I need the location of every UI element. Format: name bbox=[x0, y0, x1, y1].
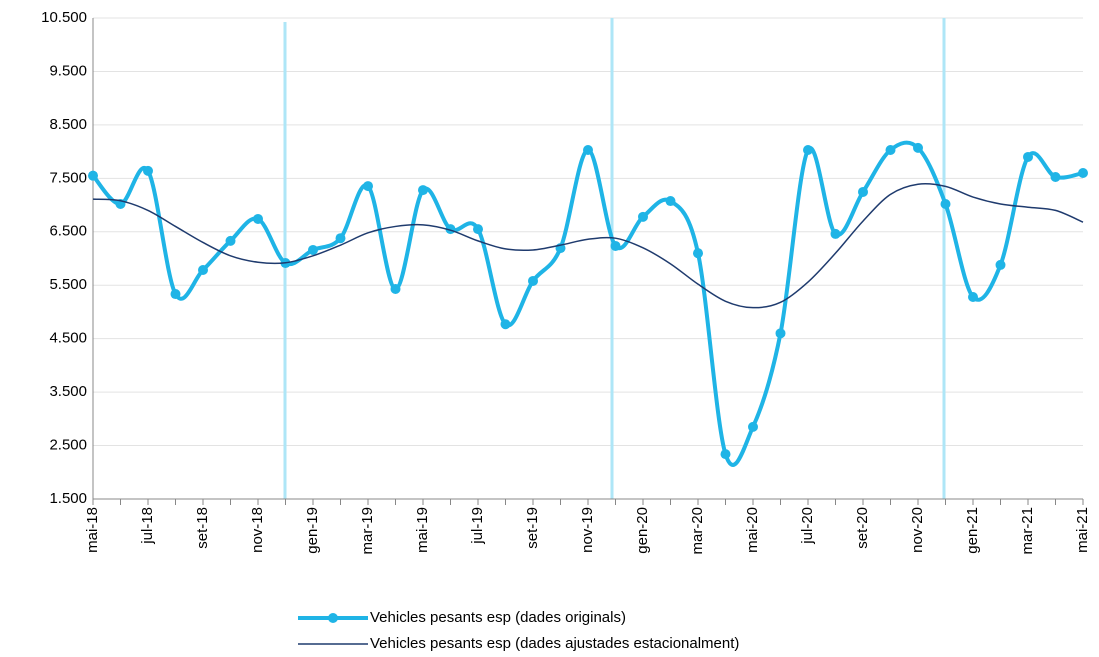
data-point bbox=[665, 196, 676, 207]
data-point bbox=[198, 264, 208, 275]
data-point bbox=[253, 213, 263, 224]
x-tick-label: nov-19 bbox=[579, 507, 596, 553]
data-point bbox=[473, 224, 483, 235]
series-line bbox=[92, 182, 1084, 309]
x-tick-label: jul-18 bbox=[139, 507, 156, 545]
x-tick-label: mai-18 bbox=[84, 507, 101, 553]
data-point bbox=[720, 449, 731, 460]
x-tick-label: gen-20 bbox=[634, 507, 651, 554]
x-tick-label: mar-19 bbox=[359, 507, 376, 555]
x-tick-label: mar-21 bbox=[1019, 507, 1036, 555]
data-point bbox=[1023, 151, 1033, 162]
data-point bbox=[968, 291, 978, 302]
x-tick-label: set-18 bbox=[194, 507, 211, 549]
data-point bbox=[913, 142, 923, 153]
data-point bbox=[830, 228, 841, 239]
data-point bbox=[775, 328, 786, 339]
x-tick-label: nov-18 bbox=[249, 507, 266, 553]
data-point bbox=[528, 275, 538, 286]
y-tick-label: 8.500 bbox=[49, 116, 87, 133]
x-tick-label: mai-20 bbox=[744, 507, 761, 553]
x-tick-label: gen-19 bbox=[304, 507, 321, 554]
y-tick-label: 5.500 bbox=[49, 276, 87, 293]
data-point bbox=[308, 244, 318, 255]
y-tick-label: 10.500 bbox=[41, 9, 87, 26]
x-tick-label: mar-20 bbox=[689, 507, 706, 555]
x-tick-label: mai-21 bbox=[1074, 507, 1091, 553]
data-point bbox=[1050, 171, 1061, 182]
data-point bbox=[610, 240, 621, 251]
data-point bbox=[583, 145, 593, 156]
data-point bbox=[1078, 167, 1088, 178]
x-tick-label: jul-20 bbox=[799, 507, 816, 545]
y-tick-label: 6.500 bbox=[49, 223, 87, 240]
data-point bbox=[88, 170, 98, 181]
x-tick-label: gen-21 bbox=[964, 507, 981, 554]
data-point bbox=[500, 319, 511, 330]
legend-marker bbox=[328, 613, 338, 623]
data-point bbox=[363, 181, 373, 192]
legend-label: Vehicles pesants esp (dades originals) bbox=[370, 609, 626, 626]
data-point bbox=[390, 283, 401, 294]
y-tick-label: 9.500 bbox=[49, 62, 87, 79]
y-tick-label: 4.500 bbox=[49, 330, 87, 347]
data-point bbox=[940, 198, 951, 209]
data-point bbox=[170, 289, 181, 300]
x-tick-label: jul-19 bbox=[469, 507, 486, 545]
x-tick-label: mai-19 bbox=[414, 507, 431, 553]
data-point bbox=[693, 248, 703, 259]
data-point bbox=[143, 165, 153, 176]
x-tick-label: nov-20 bbox=[909, 507, 926, 553]
data-point bbox=[638, 211, 648, 222]
y-tick-label: 3.500 bbox=[49, 383, 87, 400]
x-tick-label: set-20 bbox=[854, 507, 871, 549]
y-tick-label: 1.500 bbox=[49, 490, 87, 507]
data-point bbox=[335, 233, 346, 244]
data-point bbox=[803, 145, 813, 156]
x-tick-label: set-19 bbox=[524, 507, 541, 549]
y-tick-label: 7.500 bbox=[49, 169, 87, 186]
data-point bbox=[858, 186, 868, 197]
series-line bbox=[91, 140, 1084, 467]
data-point bbox=[885, 145, 896, 156]
data-point bbox=[225, 235, 236, 246]
y-tick-label: 2.500 bbox=[49, 437, 87, 454]
data-point bbox=[418, 185, 428, 196]
data-point bbox=[995, 259, 1006, 270]
data-point bbox=[748, 421, 758, 432]
legend-label: Vehicles pesants esp (dades ajustades es… bbox=[370, 635, 739, 652]
